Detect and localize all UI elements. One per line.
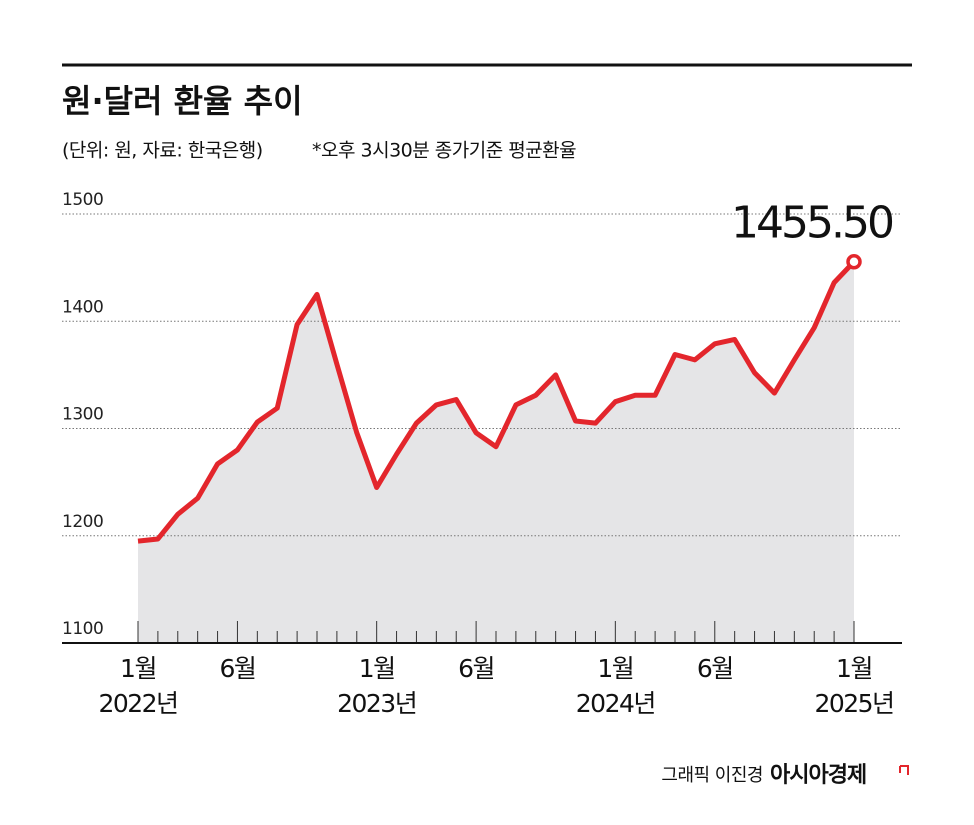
x-tick-label: 6월: [458, 654, 494, 683]
brand: 아시아경제: [770, 763, 866, 788]
note: *오후 3시30분 종가기준 평균환율: [312, 140, 576, 162]
x-tick-label: 1월: [836, 654, 872, 683]
x-year-label: 2024년: [576, 689, 655, 718]
y-tick-label: 1200: [62, 512, 103, 532]
x-tick-label: 1월: [597, 654, 633, 683]
y-tick-label: 1100: [62, 619, 103, 639]
x-year-label: 2023년: [337, 689, 416, 718]
x-tick-label: 1월: [359, 654, 395, 683]
x-year-label: 2025년: [814, 689, 893, 718]
x-tick-label: 1월: [120, 654, 156, 683]
x-tick-label: 6월: [697, 654, 733, 683]
brand-mark: [899, 765, 909, 775]
y-tick-label: 1500: [62, 190, 103, 210]
subtitle: (단위: 원, 자료: 한국은행): [62, 140, 263, 162]
y-tick-label: 1400: [62, 297, 103, 317]
x-year-label: 2022년: [98, 689, 177, 718]
line: [137, 260, 856, 544]
y-tick-label: 1300: [62, 405, 103, 425]
area: [138, 261, 854, 643]
chart-title: 원·달러 환율 추이: [62, 82, 303, 120]
value-label: 1455.50: [731, 198, 893, 249]
end-marker: [846, 253, 862, 270]
x-tick-label: 6월: [219, 654, 255, 683]
credit: 그래픽 이진경: [661, 765, 763, 786]
